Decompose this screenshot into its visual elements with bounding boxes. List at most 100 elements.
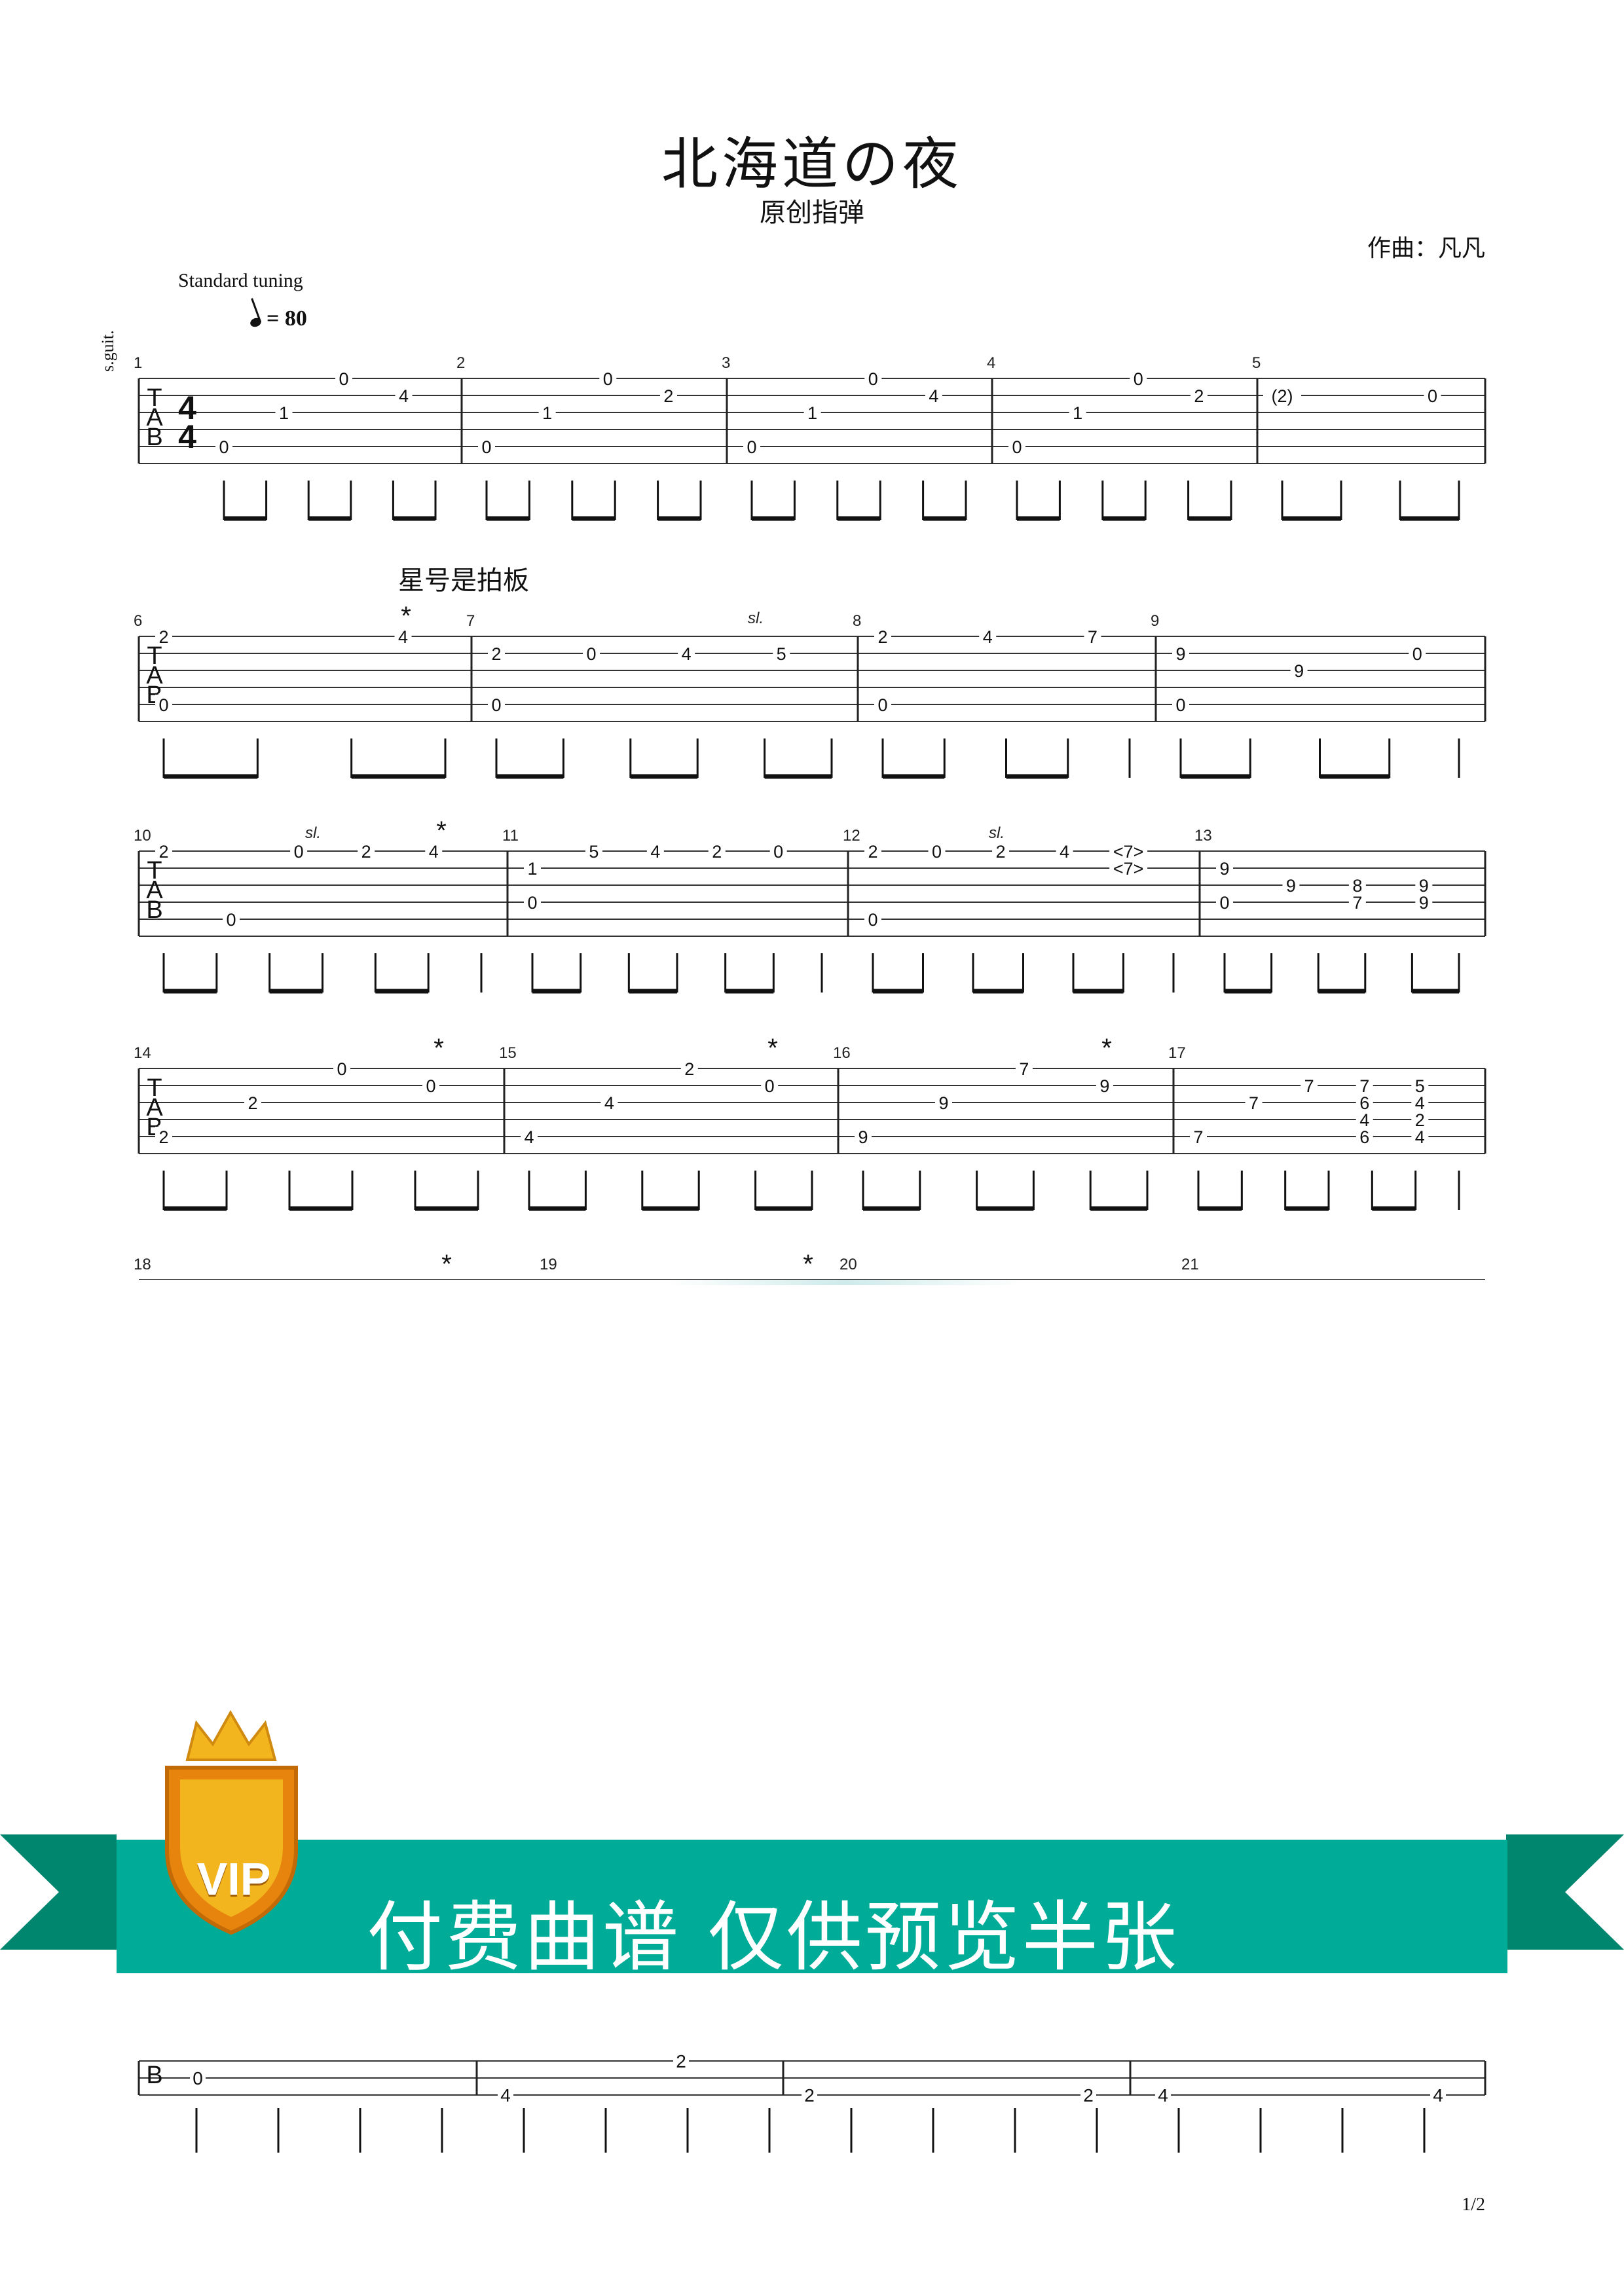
paywall-message: 付费曲谱 仅供预览半张 (367, 1893, 1179, 1982)
beat-mark: * (767, 1034, 778, 1063)
fret-bg (488, 644, 505, 663)
tab-clef-letter: T (147, 857, 162, 884)
tab-clef-letter: T (147, 384, 162, 412)
fret-bg (1084, 627, 1101, 646)
fret-bg (680, 1059, 698, 1078)
page-number: 1/2 (1462, 2195, 1485, 2215)
fret-number: 0 (158, 695, 168, 715)
fret-number: 0 (868, 910, 877, 930)
fret-bg (524, 892, 541, 912)
fret-bg (743, 437, 760, 456)
fret-bg (1348, 875, 1366, 895)
measure-number: 12 (843, 827, 860, 845)
fret-number: 4 (1415, 1093, 1425, 1113)
measure-number: 20 (840, 1256, 857, 1273)
fret-bg (979, 627, 997, 646)
fret-number: 2 (248, 1093, 257, 1113)
fret-number: 9 (1099, 1076, 1109, 1096)
measure-number: 10 (134, 827, 151, 845)
measure-number: 3 (722, 354, 730, 372)
fret-bg (600, 1093, 618, 1112)
fret-number: 2 (663, 386, 673, 406)
fret-bg (488, 695, 505, 714)
fret-bg (1109, 858, 1148, 878)
fret-bg (425, 841, 443, 861)
fret-number: 6 (1359, 1093, 1369, 1113)
fret-bg (874, 695, 891, 714)
fret-number: 6 (1359, 1127, 1369, 1147)
fret-bg (1356, 1093, 1373, 1112)
fret-number: 0 (932, 842, 942, 862)
measure-number: 5 (1252, 354, 1261, 372)
measure-number: 13 (1194, 827, 1212, 845)
ribbon-left-tail (0, 1834, 117, 1950)
beat-mark: * (434, 1034, 444, 1063)
fret-bg (864, 909, 881, 929)
measure-number: 19 (540, 1256, 557, 1273)
fret-bg (928, 841, 946, 861)
measure-number: 6 (134, 612, 142, 630)
fret-number: 7 (1249, 1093, 1259, 1113)
fret-number: 9 (938, 1093, 948, 1113)
fret-number: 4 (983, 627, 993, 647)
slide-label: sl. (305, 824, 321, 842)
slide-label: sl. (989, 824, 1005, 842)
beat-mark: * (441, 1250, 452, 1279)
tab-clef-letter: B (146, 896, 162, 924)
tab-clef-letter: T (147, 1074, 162, 1102)
tab-clef-letter: B (146, 424, 162, 451)
fret-bg (215, 437, 232, 456)
fret-bg (1356, 1127, 1373, 1146)
fret-number: 4 (929, 386, 938, 406)
fret-number: 1 (807, 403, 817, 423)
fret-number: 0 (426, 1076, 435, 1096)
fret-number: 4 (1433, 2085, 1443, 2105)
fret-bg (333, 1059, 350, 1078)
ribbon-main (117, 1840, 1507, 1973)
fret-bg (422, 1076, 439, 1095)
fret-bg (1172, 644, 1189, 663)
fret-number: (2) (1272, 386, 1293, 406)
fret-bg (1415, 892, 1433, 912)
fret-bg (1348, 892, 1366, 912)
fret-bg (1411, 1127, 1429, 1146)
fret-number: 9 (1175, 644, 1185, 664)
fret-number: 0 (527, 893, 537, 913)
fret-number: 5 (589, 842, 599, 862)
fret-number: 1 (542, 403, 552, 423)
fret-number: 7 (1359, 1076, 1369, 1096)
fret-bg (646, 841, 664, 861)
tab-clef-letter: A (146, 404, 163, 431)
fret-number: 5 (777, 644, 786, 664)
fret-number: 1 (1073, 403, 1082, 423)
annotation-text: 星号是拍板 (398, 566, 529, 595)
measure-number: 4 (987, 354, 995, 372)
time-signature-bottom: 4 (178, 418, 196, 455)
fret-bg (1263, 386, 1301, 405)
fret-bg (1424, 386, 1441, 405)
fret-bg (1290, 661, 1308, 680)
fret-number: 0 (1134, 369, 1143, 389)
fret-bg (155, 627, 172, 646)
tab-clef-letter: A (146, 1094, 163, 1121)
fret-number: 9 (858, 1127, 868, 1147)
fret-bg (934, 1093, 952, 1112)
fret-bg (395, 386, 413, 405)
fret-number: 2 (868, 842, 877, 862)
fret-number: 0 (1175, 695, 1185, 715)
fret-bg (673, 2050, 689, 2070)
measure-number: 9 (1151, 612, 1159, 630)
fret-number: 0 (1412, 644, 1422, 664)
fret-bg (524, 858, 541, 878)
fret-bg (155, 695, 172, 714)
fret-bg (1216, 892, 1233, 912)
fret-number: 0 (227, 910, 236, 930)
fret-number: 7 (1193, 1127, 1203, 1147)
fret-number: 0 (1428, 386, 1437, 406)
tab-clef-letter: T (147, 642, 162, 670)
fret-bg (925, 386, 942, 405)
fret-number: 2 (804, 2085, 815, 2105)
fret-number: 2 (1194, 386, 1204, 406)
fret-number: 0 (1219, 893, 1229, 913)
